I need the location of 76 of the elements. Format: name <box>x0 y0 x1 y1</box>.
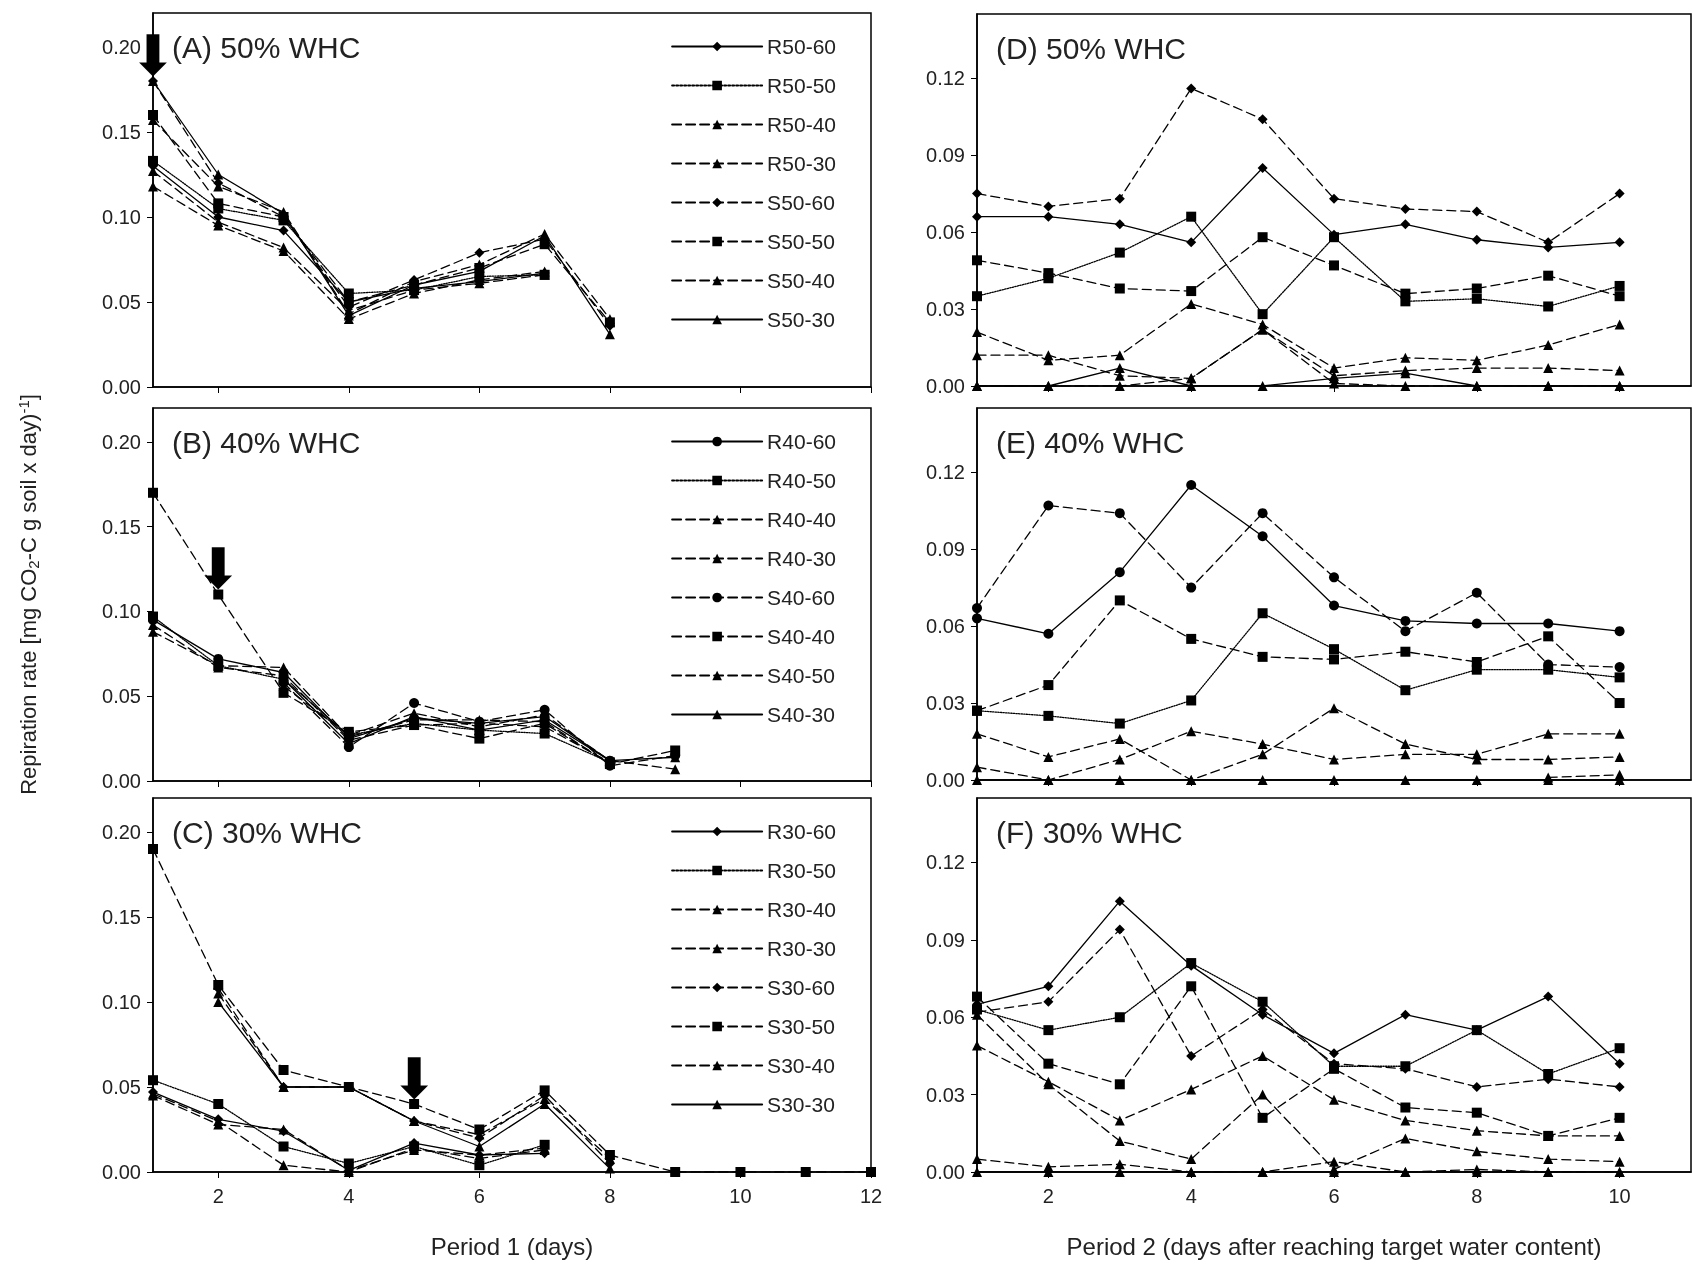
legend-label: S40-30 <box>767 703 835 726</box>
legend-label: R30-40 <box>767 898 837 921</box>
legend-label: R30-30 <box>767 937 837 960</box>
annotation: ⬇ <box>194 536 242 601</box>
y-tick-label: 0.03 <box>926 298 965 321</box>
legend-label: S30-30 <box>767 1093 835 1116</box>
text: (B) 40% WHC <box>172 425 361 459</box>
legend-label: S50-60 <box>767 191 835 214</box>
x-tick-label: 8 <box>1471 1185 1483 1207</box>
legend-label: R30-50 <box>767 859 837 882</box>
y-tick-label: 0.06 <box>926 1006 965 1029</box>
x-axis-title: Period 1 (days) <box>430 1232 594 1260</box>
x-tick-label: 4 <box>343 1185 355 1207</box>
legend-label: R40-60 <box>767 430 837 453</box>
x-tick-label: 2 <box>1042 1185 1054 1207</box>
y-tick-label: 0.00 <box>926 375 965 397</box>
y-tick-label: 0.05 <box>102 291 141 313</box>
y-tick-label: 0.09 <box>926 928 965 951</box>
y-tick-label: 0.09 <box>926 144 965 167</box>
x-tick-label: 10 <box>1608 1185 1631 1207</box>
y-tick-label: 0.03 <box>926 692 965 715</box>
y-tick-label: 0.15 <box>102 515 141 538</box>
text: (C) 30% WHC <box>172 815 363 849</box>
y-tick-label: 0.06 <box>926 615 965 638</box>
legend-label: S50-30 <box>767 308 835 331</box>
text: (A) 50% WHC <box>172 30 361 64</box>
y-tick-label: 0.12 <box>926 851 965 874</box>
legend-label: R40-40 <box>767 508 837 531</box>
y-tick-label: 0.12 <box>926 67 965 90</box>
legend-label: S30-40 <box>767 1054 835 1077</box>
legend-label: S30-60 <box>767 976 835 999</box>
legend-label: S40-60 <box>767 586 835 609</box>
legend-label: R30-60 <box>767 820 837 843</box>
legend-label: R50-50 <box>767 74 837 97</box>
y-axis-title: Repiration rate [mg CO2-C g soil x day)-1] <box>15 394 42 795</box>
x-tick-label: 10 <box>729 1185 752 1207</box>
y-tick-label: 0.06 <box>926 221 965 244</box>
legend-label: S50-50 <box>767 230 835 253</box>
y-tick-label: 0.20 <box>102 36 141 58</box>
y-tick-label: 0.00 <box>102 770 141 792</box>
x-tick-label: 8 <box>604 1185 616 1207</box>
y-tick-label: 0.09 <box>926 538 965 561</box>
y-tick-label: 0.12 <box>926 461 965 484</box>
x-tick-label: 6 <box>1328 1185 1340 1207</box>
x-axis-title: Period 2 (days after reaching target water content) <box>1066 1232 1602 1260</box>
text: (F) 30% WHC <box>996 815 1183 849</box>
x-tick-label: 6 <box>473 1185 485 1207</box>
legend-label: R40-30 <box>767 547 837 570</box>
y-tick-label: 0.10 <box>102 600 141 623</box>
x-tick-label: 2 <box>212 1185 224 1207</box>
y-tick-label: 0.00 <box>926 769 965 791</box>
y-tick-label: 0.05 <box>102 1076 141 1098</box>
y-tick-label: 0.05 <box>102 685 141 708</box>
y-tick-label: 0.10 <box>102 206 141 228</box>
text: (D) 50% WHC <box>996 31 1187 65</box>
y-tick-label: 0.20 <box>102 430 141 453</box>
legend-label: R50-60 <box>767 35 837 58</box>
y-tick-label: 0.00 <box>926 1161 965 1183</box>
legend-label: S40-40 <box>767 625 835 648</box>
y-tick-label: 0.03 <box>926 1083 965 1106</box>
x-tick-label: 4 <box>1185 1185 1197 1207</box>
y-tick-label: 0.15 <box>102 121 141 143</box>
text: (E) 40% WHC <box>996 425 1185 459</box>
y-tick-label: 0.15 <box>102 906 141 928</box>
legend-label: S30-50 <box>767 1015 835 1038</box>
x-tick-label: 12 <box>859 1185 883 1207</box>
y-tick-label: 0.10 <box>102 991 141 1013</box>
legend-label: S50-40 <box>767 269 835 292</box>
legend-label: R50-40 <box>767 113 837 136</box>
annotation: ⬇ <box>390 1045 438 1111</box>
legend-label: R40-50 <box>767 469 837 492</box>
legend-label: R50-30 <box>767 152 837 175</box>
y-tick-label: 0.00 <box>102 1161 141 1183</box>
y-tick-label: 0.20 <box>102 821 141 843</box>
legend-label: S40-50 <box>767 664 835 687</box>
y-tick-label: 0.00 <box>102 376 141 398</box>
